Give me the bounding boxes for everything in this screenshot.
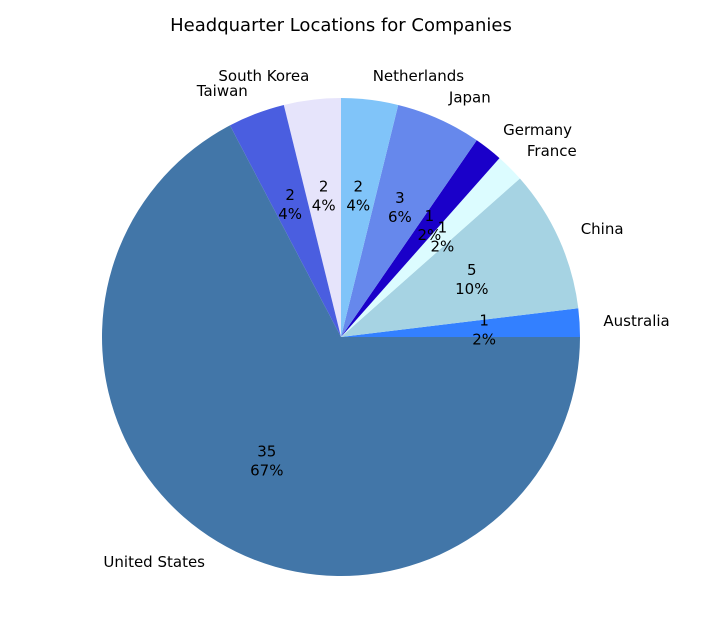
pie-slice-label-south-korea: South Korea (218, 67, 309, 85)
pie-slice-count: 1 (479, 311, 489, 329)
pie-slice-japan (341, 104, 477, 337)
pie-slice-values: 1 2%5 10%1 2%1 2%3 6%2 4%2 4%2 4%35 67% (250, 178, 496, 480)
pie-slice-count: 2 (285, 186, 295, 204)
pie-slice-value-australia: 1 2% (472, 311, 496, 348)
pie-slice-china (341, 178, 579, 337)
pie-slice-count: 3 (395, 189, 405, 207)
pie-slice-value-taiwan: 2 4% (278, 186, 302, 223)
pie-slice-south-korea (283, 98, 341, 337)
pie-slice-value-japan: 3 6% (388, 189, 412, 226)
chart-title: Headquarter Locations for Companies (170, 15, 512, 36)
pie-slice-percent: 2% (431, 238, 455, 256)
pie-slice-germany (341, 140, 500, 337)
pie-slices (101, 98, 580, 577)
pie-slice-label-taiwan: Taiwan (196, 82, 248, 100)
pie-slice-percent: 67% (250, 462, 283, 480)
pie-slice-value-united-states: 35 67% (250, 443, 283, 480)
pie-slice-netherlands (341, 98, 399, 337)
pie-slice-label-germany: Germany (503, 121, 572, 139)
pie-slice-percent: 6% (388, 208, 412, 226)
pie-slice-label-australia: Australia (603, 312, 669, 330)
pie-slice-labels: Australia China France Germany Japan Netherla… (103, 67, 669, 571)
pie-slice-percent: 4% (346, 197, 370, 215)
pie-slice-percent: 2% (418, 226, 442, 244)
pie-slice-count: 5 (467, 261, 477, 279)
pie-slice-value-france: 1 2% (431, 219, 455, 256)
pie-slice-value-netherlands: 2 4% (346, 178, 370, 215)
pie-slice-value-china: 5 10% (455, 261, 488, 298)
pie-slice-count: 2 (319, 178, 329, 196)
pie-slice-count: 1 (438, 219, 448, 237)
pie-slice-percent: 4% (278, 205, 302, 223)
pie-slice-label-japan: Japan (448, 88, 491, 106)
pie-slice-label-netherlands: Netherlands (373, 67, 465, 85)
pie-slice-label-china: China (581, 220, 624, 238)
pie-slice-label-france: France (527, 142, 577, 160)
pie-slice-percent: 10% (455, 280, 488, 298)
pie-slice-value-south-korea: 2 4% (312, 178, 336, 215)
pie-slice-australia (341, 308, 580, 337)
pie-slice-value-germany: 1 2% (418, 207, 442, 244)
pie-slice-percent: 4% (312, 197, 336, 215)
pie-slice-count: 1 (425, 207, 435, 225)
pie-slice-count: 2 (354, 178, 364, 196)
pie-slice-united-states (101, 125, 580, 577)
pie-slice-count: 35 (257, 443, 276, 461)
pie-slice-label-united-states: United States (103, 553, 205, 571)
pie-slice-percent: 2% (472, 330, 496, 348)
pie-slice-france (341, 158, 520, 337)
pie-slice-taiwan (229, 104, 341, 337)
